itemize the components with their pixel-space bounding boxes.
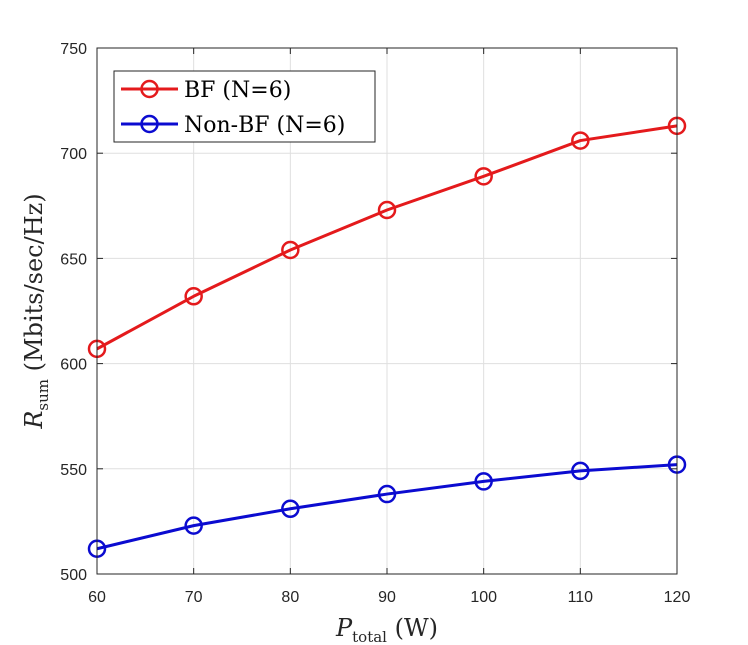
- y-tick-label: 750: [60, 41, 87, 58]
- data-point-non-bf: [281, 499, 300, 519]
- legend-box: [113, 70, 376, 143]
- y-tick-label: 650: [60, 251, 87, 268]
- data-point-bf: [377, 200, 397, 220]
- legend-label-non-bf: Non-BF (N=6): [184, 113, 345, 138]
- x-tick-label: 120: [664, 589, 691, 606]
- y-tick-label: 700: [60, 146, 87, 163]
- series-line-non-bf: [96, 463, 678, 551]
- y-tick-label: 600: [60, 357, 87, 374]
- x-tick-label: 90: [378, 589, 396, 606]
- y-axis-label: Rsum (Mbits/sec/Hz): [20, 193, 52, 429]
- data-point-non-bf: [571, 461, 590, 481]
- x-axis-label: Ptotal (W): [335, 614, 438, 645]
- data-point-non-bf: [474, 472, 493, 491]
- legend-entry-bf: BF (N=6): [121, 78, 291, 103]
- x-tick-label: 70: [185, 589, 203, 606]
- data-point-non-bf: [184, 516, 203, 535]
- legend-marker-non-bf: [140, 114, 159, 134]
- series-group: [87, 116, 687, 559]
- legend-label-bf: BF (N=6): [184, 78, 291, 103]
- x-tick-label: 110: [568, 589, 594, 606]
- data-point-bf: [281, 240, 300, 260]
- tick-labels: 60 70 80 90 100 110 120 500 550 600 650 700 750: [60, 41, 690, 606]
- data-point-non-bf: [377, 484, 397, 504]
- legend: BF (N=6) Non-BF (N=6): [113, 70, 376, 143]
- data-point-bf: [474, 167, 493, 186]
- x-tick-label: 80: [281, 589, 299, 606]
- data-point-bf: [184, 287, 203, 306]
- x-tick-label: 100: [470, 589, 497, 606]
- x-tick-label: 60: [88, 589, 106, 606]
- series-line-bf: [96, 124, 678, 351]
- legend-marker-bf: [140, 79, 159, 99]
- data-point-bf: [571, 131, 590, 150]
- y-tick-label: 550: [60, 462, 87, 479]
- legend-entry-non-bf: Non-BF (N=6): [121, 113, 345, 138]
- y-tick-label: 500: [60, 567, 87, 584]
